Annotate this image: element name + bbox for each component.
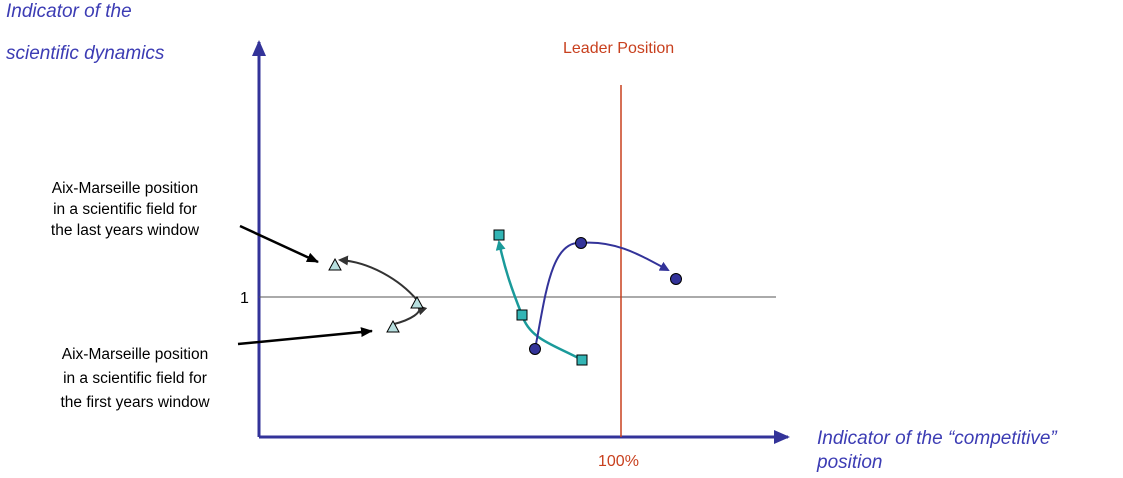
triangle-marker — [386, 319, 400, 333]
annotation-line: the first years window — [60, 394, 210, 411]
circle-marker — [670, 273, 682, 285]
annotation-line: in a scientific field for — [63, 370, 207, 387]
square-marker — [493, 229, 505, 241]
annotation-line: in a scientific field for — [53, 201, 197, 218]
x-axis-label: Indicator of the “competitive” — [817, 428, 1058, 449]
trajectory — [534, 241, 670, 350]
triangle-marker — [410, 295, 424, 309]
annotation-arrow — [237, 327, 373, 346]
y-axis-label: scientific dynamics — [6, 43, 165, 64]
x-axis-label: position — [816, 452, 883, 473]
annotation-line: Aix-Marseille position — [62, 346, 208, 363]
annotation-line: the last years window — [51, 222, 200, 239]
y-reference-label: 1 — [240, 290, 249, 307]
circle-marker — [575, 237, 587, 249]
trajectory — [393, 304, 428, 325]
leader-label: Leader Position — [563, 40, 674, 57]
annotation-line: Aix-Marseille position — [52, 180, 198, 197]
y-axis-label: Indicator of the — [6, 1, 132, 22]
square-marker — [516, 309, 528, 321]
annotation-arrow — [239, 224, 319, 264]
circle-marker — [529, 343, 541, 355]
trajectory — [495, 240, 583, 362]
square-marker — [576, 354, 588, 366]
triangle-marker — [328, 257, 342, 271]
x-reference-label: 100% — [598, 453, 639, 470]
trajectory — [338, 255, 418, 301]
